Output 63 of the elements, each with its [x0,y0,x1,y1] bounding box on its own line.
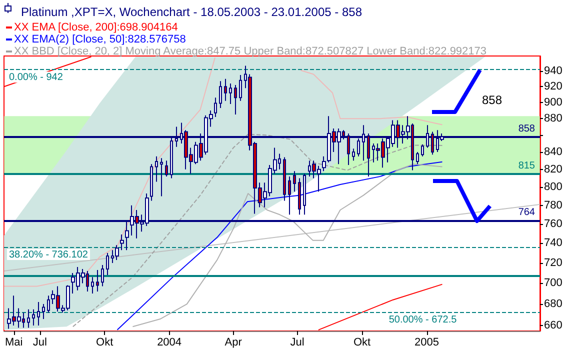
candlestick [27,308,30,328]
candlestick [229,82,232,105]
y-tick-label: 680 [544,298,562,310]
x-tick-label: Apr [224,336,242,348]
candlestick [101,264,104,287]
ref-line-label: 764 [518,206,536,218]
legend-label: XX BBD [Close, 20, 2] Moving Average:847.75 Upper Band:872.507827 Lower Band:822.992173 [14,46,487,58]
x-tick-label: Jul [290,336,304,348]
y-tick-label: 660 [544,320,562,332]
candlestick [165,160,168,177]
annotation: 0.00% - 942 [9,72,64,84]
candlestick [115,244,119,260]
ref-line-label: 815 [518,160,536,172]
candlestick [96,269,99,292]
candlestick [239,74,242,102]
y-tick-label: 940 [544,65,562,78]
candlestick [47,295,50,314]
candlestick [155,156,158,182]
candlestick [37,301,40,326]
candlestick [303,173,306,216]
candlestick [120,234,124,251]
candlestick [293,170,296,192]
y-tick-label: 840 [544,146,562,158]
y-tick-label: 880 [544,112,562,125]
candlestick [224,78,227,102]
y-tick-label: 760 [544,218,562,230]
annotation: 858 [482,93,502,107]
legend-label: XX EMA [Close, 200]:698.904164 [14,22,178,34]
candlestick [42,304,45,320]
candlestick [106,252,109,276]
x-tick-label: Okt [96,336,114,348]
y-tick-label: 740 [544,237,562,250]
candlestick [283,156,286,202]
candlestick [288,176,291,216]
y-tick-label: 720 [544,256,562,269]
x-tick-label: Jul [32,336,47,348]
candlestick [416,152,419,165]
annotation: 38.20% - 736.102 [9,250,88,261]
candlestick [421,144,424,157]
candlestick [219,80,222,109]
y-tick-label: 920 [544,80,562,93]
chart-title: Platinum ,XPT=X, Wochenchart - 18.05.2003 - 23.01.2005 - 858 [21,5,362,19]
x-tick-label: Mai [4,336,23,348]
candlestick [214,97,217,118]
x-tick-label: 2004 [157,336,182,348]
y-tick-label: 800 [544,181,562,194]
candlestick [298,178,301,216]
x-tick-label: Okt [353,336,371,348]
candlestick [160,158,163,197]
y-tick-label: 780 [544,199,562,212]
ref-line-label: 858 [518,123,536,134]
candlestick [150,164,153,202]
candlestick [91,276,94,294]
candlestick [234,84,237,116]
candlestick [32,308,35,326]
candlestick [322,156,326,172]
y-tick-label: 820 [544,163,562,176]
candlestick [352,148,355,162]
y-tick-label: 700 [544,277,562,290]
annotation: 50.00% - 672.5 [388,314,458,326]
y-tick-label: 900 [544,96,562,108]
legend-label: XX EMA(2) [Close, 50]:828.576758 [14,34,186,46]
x-tick-label: 2005 [414,336,439,348]
